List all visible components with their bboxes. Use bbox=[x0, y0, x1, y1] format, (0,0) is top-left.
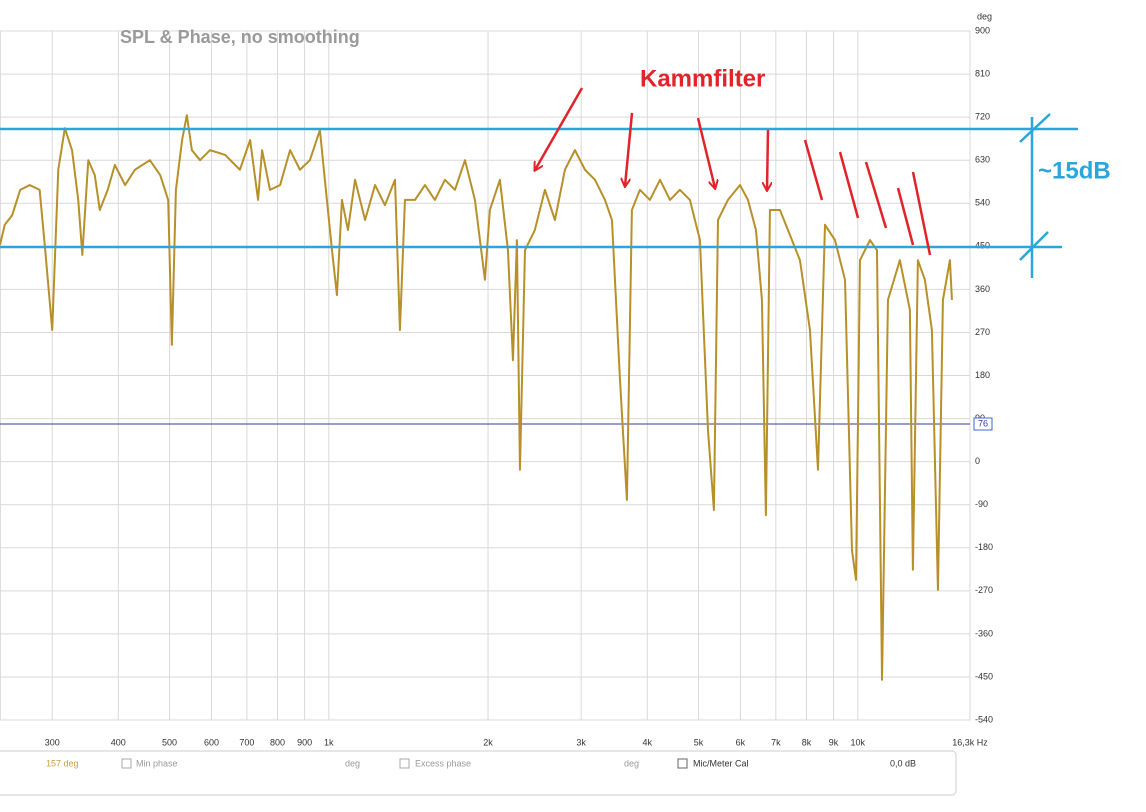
y-tick-label: 810 bbox=[975, 68, 990, 78]
x-tick-label: 900 bbox=[297, 737, 312, 747]
checkbox-label: Min phase bbox=[136, 758, 178, 768]
unit-label: deg bbox=[624, 758, 639, 768]
y-tick-label: -180 bbox=[975, 542, 993, 552]
x-tick-label: 8k bbox=[802, 737, 812, 747]
y-tick-label: 360 bbox=[975, 284, 990, 294]
y-axis-label: deg bbox=[977, 11, 992, 21]
checkbox[interactable] bbox=[399, 758, 410, 769]
x-tick-label: 7k bbox=[771, 737, 781, 747]
x-tick-label: 500 bbox=[162, 737, 177, 747]
cal-readout: 0,0 dB bbox=[890, 758, 916, 768]
x-tick-label: 5k bbox=[694, 737, 704, 747]
x-tick-label: 4k bbox=[643, 737, 653, 747]
x-tick-label: 2k bbox=[483, 737, 493, 747]
chart-title: SPL & Phase, no smoothing bbox=[120, 27, 360, 47]
x-tick-label: 300 bbox=[45, 737, 60, 747]
arrows bbox=[535, 87, 932, 256]
phase-readout: 157 deg bbox=[46, 758, 79, 768]
y-tick-label: -270 bbox=[975, 585, 993, 595]
checkbox-label: Excess phase bbox=[415, 758, 471, 768]
x-tick-label: 600 bbox=[204, 737, 219, 747]
y-tick-label: 0 bbox=[975, 456, 980, 466]
x-tick-label: 9k bbox=[829, 737, 839, 747]
y-tick-label: 270 bbox=[975, 327, 990, 337]
x-tick-label: 16,3k Hz bbox=[952, 737, 988, 747]
control-bar bbox=[0, 750, 957, 796]
x-tick-label: 400 bbox=[111, 737, 126, 747]
y-tick-label: 630 bbox=[975, 155, 990, 165]
checkbox[interactable] bbox=[677, 758, 688, 769]
cursor-label: 76 bbox=[978, 418, 988, 428]
y-tick-label: 450 bbox=[975, 241, 990, 251]
y-tick-label: 180 bbox=[975, 370, 990, 380]
x-tick-label: 1k bbox=[324, 737, 334, 747]
y-tick-label: 720 bbox=[975, 112, 990, 122]
x-tick-label: 6k bbox=[736, 737, 746, 747]
cursor-box bbox=[973, 417, 993, 431]
x-tick-label: 3k bbox=[576, 737, 586, 747]
y-tick-label: -360 bbox=[975, 628, 993, 638]
x-tick-label: 10k bbox=[851, 737, 866, 747]
checkbox-label: Mic/Meter Cal bbox=[693, 758, 749, 768]
y-tick-label: 900 bbox=[975, 25, 990, 35]
x-tick-label: 800 bbox=[270, 737, 285, 747]
y-tick-label: -450 bbox=[975, 671, 993, 681]
y-tick-label: -90 bbox=[975, 499, 988, 509]
unit-label: deg bbox=[345, 758, 360, 768]
range-label: ~15dB bbox=[1038, 157, 1111, 184]
phase-trace bbox=[0, 114, 953, 681]
x-tick-label: 700 bbox=[239, 737, 254, 747]
checkbox[interactable] bbox=[121, 758, 132, 769]
comb-filter-label: Kammfilter bbox=[640, 65, 765, 92]
y-tick-label: -540 bbox=[975, 714, 993, 724]
range-annotation bbox=[0, 113, 1078, 278]
y-tick-label: 540 bbox=[975, 198, 990, 208]
